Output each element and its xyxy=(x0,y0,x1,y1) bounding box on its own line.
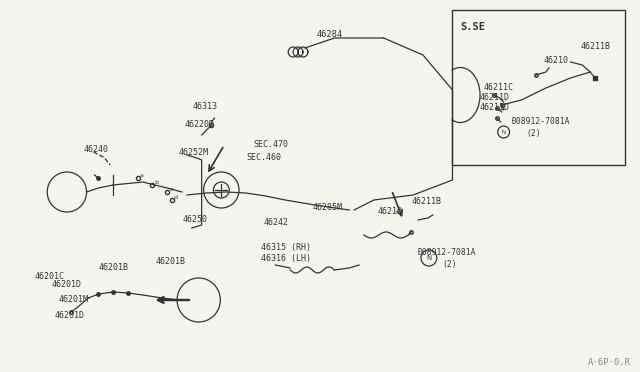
Text: 46201C: 46201C xyxy=(35,272,65,281)
Text: (2): (2) xyxy=(443,260,457,269)
Text: 46240: 46240 xyxy=(84,145,109,154)
Text: 46285M: 46285M xyxy=(313,203,343,212)
Text: 46313: 46313 xyxy=(193,102,218,111)
Text: c: c xyxy=(169,187,173,192)
Text: SEC.460: SEC.460 xyxy=(246,153,281,162)
FancyBboxPatch shape xyxy=(452,10,625,165)
Text: 46211D: 46211D xyxy=(480,93,510,102)
Text: 46210: 46210 xyxy=(378,207,403,216)
Text: 46201B: 46201B xyxy=(156,257,186,266)
Text: 46316 (LH): 46316 (LH) xyxy=(260,254,310,263)
Text: 46201M: 46201M xyxy=(59,295,89,304)
Text: 46284: 46284 xyxy=(317,30,343,39)
Text: 46211B: 46211B xyxy=(411,197,441,206)
Text: S.SE: S.SE xyxy=(460,22,485,32)
Text: A·6P·0.R: A·6P·0.R xyxy=(588,358,631,367)
Text: b: b xyxy=(154,180,159,185)
Text: 46315 (RH): 46315 (RH) xyxy=(260,243,310,252)
Text: N: N xyxy=(426,255,431,261)
Text: 46201D: 46201D xyxy=(54,311,84,320)
Text: SEC.470: SEC.470 xyxy=(254,140,289,149)
Text: 46201D: 46201D xyxy=(51,280,81,289)
Text: 46211B: 46211B xyxy=(580,42,611,51)
Text: 46201B: 46201B xyxy=(99,263,129,272)
Text: 46252M: 46252M xyxy=(179,148,209,157)
Text: 46220D: 46220D xyxy=(185,120,215,129)
Text: (2): (2) xyxy=(526,129,541,138)
Text: 46210: 46210 xyxy=(544,56,569,65)
Text: d: d xyxy=(174,195,178,200)
Text: Ð08912-7081A: Ð08912-7081A xyxy=(418,248,477,257)
Text: 46211C: 46211C xyxy=(484,83,514,92)
Text: 46250: 46250 xyxy=(183,215,208,224)
Text: N: N xyxy=(502,129,506,135)
Text: a: a xyxy=(140,173,143,178)
Text: Ð08912-7081A: Ð08912-7081A xyxy=(511,117,570,126)
Text: 46211D: 46211D xyxy=(480,103,510,112)
Text: 46242: 46242 xyxy=(264,218,289,227)
